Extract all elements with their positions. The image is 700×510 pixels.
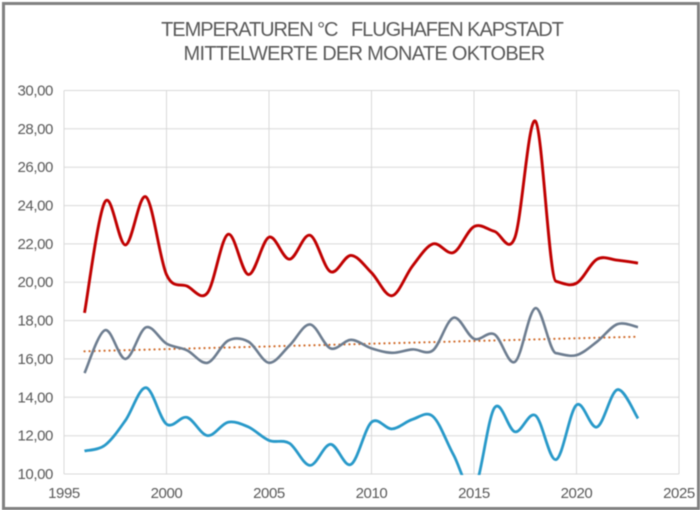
svg-text:2025: 2025 [663,485,695,502]
svg-text:16,00: 16,00 [17,351,53,368]
svg-text:22,00: 22,00 [17,236,53,253]
svg-text:26,00: 26,00 [17,159,53,176]
svg-text:20,00: 20,00 [17,274,53,291]
svg-text:14,00: 14,00 [17,389,53,406]
svg-text:28,00: 28,00 [17,121,53,138]
svg-text:30,00: 30,00 [17,83,53,100]
svg-text:24,00: 24,00 [17,198,53,215]
svg-text:MITTELWERTE DER MONATE OKTOBER: MITTELWERTE DER MONATE OKTOBER [184,43,545,65]
svg-text:18,00: 18,00 [17,313,53,330]
svg-text:2010: 2010 [356,485,388,502]
svg-text:2020: 2020 [561,485,593,502]
svg-text:1995: 1995 [48,485,80,502]
svg-text:10,00: 10,00 [17,466,53,483]
svg-text:2005: 2005 [253,485,285,502]
svg-text:12,00: 12,00 [17,428,53,445]
svg-text:2000: 2000 [151,485,183,502]
svg-text:2015: 2015 [458,485,490,502]
svg-text:TEMPERATUREN °C FLUGHAFEN KA: TEMPERATUREN °C FLUGHAFEN KAPSTADT [161,19,564,41]
